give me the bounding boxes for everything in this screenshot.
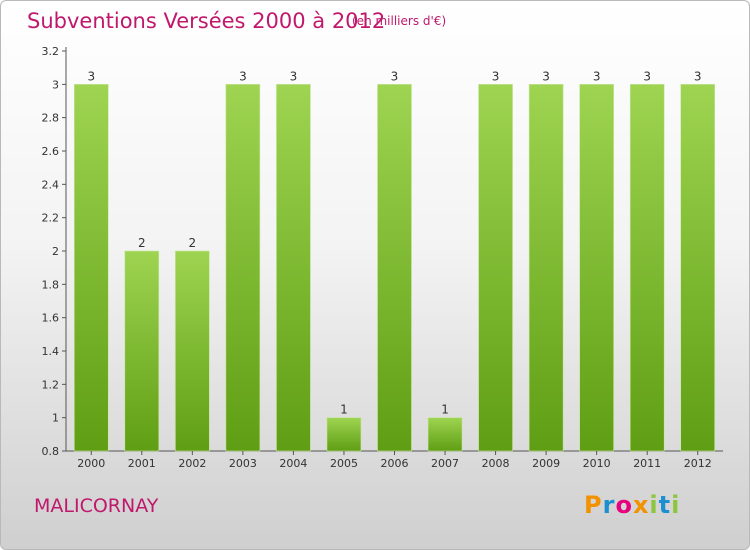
bar-value-label: 3	[87, 69, 95, 83]
y-tick-label: 2.2	[42, 212, 60, 225]
x-tick-label: 2010	[583, 457, 611, 470]
bar-value-label: 3	[643, 69, 651, 83]
chart-subtitle: (en milliers d'€)	[352, 14, 447, 28]
bar	[73, 84, 109, 452]
x-tick-label: 2000	[77, 457, 105, 470]
x-tick-label: 2004	[279, 457, 307, 470]
bar-value-label: 1	[340, 403, 348, 417]
y-tick-label: 1	[52, 412, 59, 425]
y-tick-label: 1.8	[42, 278, 60, 291]
y-tick-label: 1.6	[42, 312, 60, 325]
bar	[579, 84, 614, 452]
y-tick-label: 1.2	[42, 378, 60, 391]
logo-letter: i	[649, 491, 659, 519]
x-tick-label: 2006	[381, 457, 409, 470]
commune-name: MALICORNAY	[34, 495, 159, 517]
bar	[225, 84, 261, 452]
x-tick-label: 2003	[229, 457, 257, 470]
bar-value-label: 2	[189, 236, 197, 250]
bar-value-label: 3	[239, 69, 247, 83]
y-tick-label: 2.4	[42, 178, 60, 191]
logo-letter: x	[632, 491, 650, 519]
bar	[175, 250, 210, 452]
x-tick-label: 2009	[532, 457, 560, 470]
bar-value-label: 1	[441, 403, 449, 417]
proxiti-logo: Proxiti	[584, 491, 680, 519]
x-tick-label: 2008	[482, 457, 510, 470]
bar	[427, 417, 463, 452]
bar-value-label: 3	[593, 69, 601, 83]
bar-value-label: 3	[542, 69, 550, 83]
logo-letter: t	[658, 491, 672, 519]
y-tick-label: 0.8	[42, 445, 60, 458]
y-tick-label: 2.8	[42, 112, 60, 125]
x-tick-label: 2001	[128, 457, 156, 470]
bar-value-label: 3	[290, 69, 298, 83]
logo-letter: P	[584, 491, 603, 519]
bar	[478, 84, 513, 452]
y-tick-label: 2	[52, 245, 59, 258]
logo-letter: i	[671, 491, 681, 519]
logo-letter: r	[602, 491, 616, 519]
bar	[124, 250, 160, 452]
logo-letter: o	[615, 491, 633, 519]
bar-value-label: 3	[391, 69, 399, 83]
x-tick-label: 2002	[178, 457, 206, 470]
bar-value-label: 3	[492, 69, 500, 83]
bar	[326, 417, 362, 452]
y-tick-label: 3	[52, 78, 59, 91]
bar	[276, 84, 311, 452]
bar	[629, 84, 665, 452]
x-tick-label: 2011	[633, 457, 661, 470]
bar-value-label: 2	[138, 236, 146, 250]
y-tick-label: 1.4	[42, 345, 60, 358]
x-tick-label: 2005	[330, 457, 358, 470]
x-tick-label: 2007	[431, 457, 459, 470]
y-tick-label: 2.6	[42, 145, 60, 158]
y-tick-label: 3.2	[42, 45, 60, 58]
bar	[528, 84, 564, 452]
chart-title: Subventions Versées 2000 à 2012	[27, 9, 386, 33]
bar	[377, 84, 412, 452]
bar-value-label: 3	[694, 69, 702, 83]
x-tick-label: 2012	[684, 457, 712, 470]
bar	[680, 84, 716, 452]
